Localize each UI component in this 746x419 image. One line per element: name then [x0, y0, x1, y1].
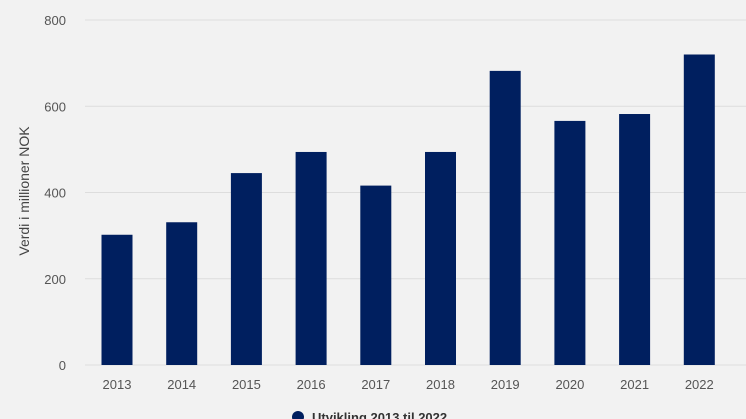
bar-2017[interactable]: [360, 185, 392, 365]
x-tick-label: 2014: [167, 377, 196, 392]
x-tick-label: 2021: [620, 377, 649, 392]
bar-2014[interactable]: [166, 222, 198, 365]
y-tick-label: 600: [44, 99, 66, 114]
x-tick-label: 2013: [103, 377, 132, 392]
y-tick-label: 800: [44, 13, 66, 28]
y-tick-label: 0: [59, 358, 66, 373]
x-tick-label: 2019: [491, 377, 520, 392]
x-axis-ticks: 2013 2014 2015 2016 2017 2018 2019 2020 2021 2022: [103, 377, 714, 392]
x-tick-label: 2020: [555, 377, 584, 392]
bar-2015[interactable]: [230, 173, 262, 365]
legend-marker: [292, 411, 304, 419]
x-tick-label: 2018: [426, 377, 455, 392]
x-tick-label: 2015: [232, 377, 261, 392]
bar-2021[interactable]: [619, 114, 651, 365]
x-tick-label: 2016: [297, 377, 326, 392]
y-tick-label: 200: [44, 272, 66, 287]
bar-2013[interactable]: [101, 234, 133, 365]
bar-2019[interactable]: [489, 70, 521, 365]
legend[interactable]: Utvikling 2013 til 2022: [292, 410, 447, 419]
x-tick-label: 2022: [685, 377, 714, 392]
y-axis-title: Verdi i millioner NOK: [16, 126, 32, 256]
bar-2016[interactable]: [295, 151, 327, 365]
legend-label: Utvikling 2013 til 2022: [312, 410, 447, 419]
bars: [101, 54, 715, 366]
y-tick-label: 400: [44, 186, 66, 201]
y-axis-ticks: 0 200 400 600 800: [44, 13, 66, 373]
x-tick-label: 2017: [361, 377, 390, 392]
bar-2022[interactable]: [683, 54, 715, 366]
bar-2020[interactable]: [554, 120, 586, 365]
bar-2018[interactable]: [425, 151, 456, 365]
